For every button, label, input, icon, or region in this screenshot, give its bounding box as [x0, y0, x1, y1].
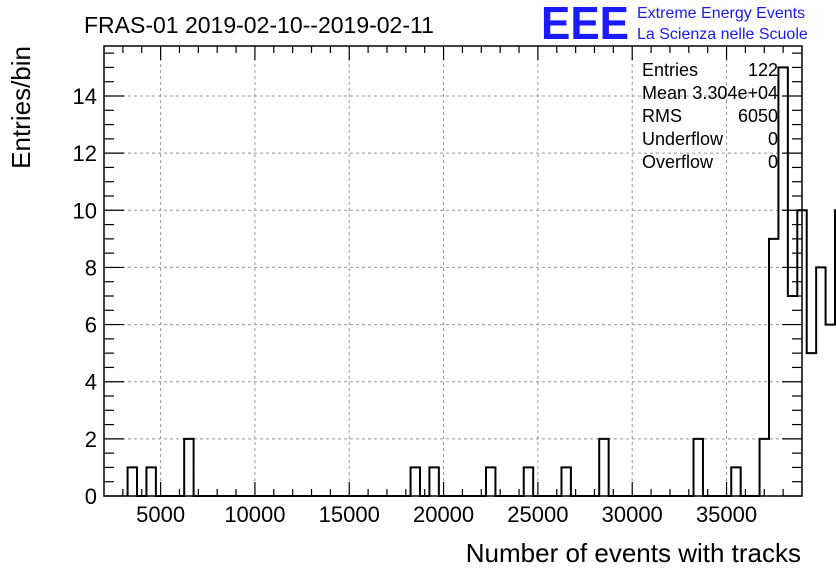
stat-rms-value: 6050: [738, 106, 778, 126]
stat-underflow-value: 0: [768, 129, 778, 149]
y-tick-label: 10: [73, 198, 97, 223]
stat-overflow-value: 0: [768, 152, 778, 172]
y-tick-label: 4: [85, 370, 97, 395]
stats-box: Entries 122 Mean 3.304e+04 RMS 6050 Unde…: [642, 60, 778, 172]
stat-mean-value: 3.304e+04: [692, 83, 778, 103]
stat-entries-value: 122: [748, 60, 778, 80]
grid: [104, 46, 802, 496]
x-tick-label: 30000: [602, 502, 663, 527]
y-tick-label: 6: [85, 313, 97, 338]
x-tick-label: 10000: [224, 502, 285, 527]
stat-underflow-label: Underflow: [642, 129, 724, 149]
y-tick-label: 14: [73, 84, 97, 109]
x-tick-labels: 5000 10000 15000 20000 25000 30000 35000: [136, 502, 757, 527]
axis-ticks: [104, 46, 802, 497]
plot-frame: [103, 45, 803, 497]
y-tick-label: 8: [85, 255, 97, 280]
chart-title: FRAS-01 2019-02-10--2019-02-11: [84, 12, 434, 38]
y-tick-label: 2: [85, 427, 97, 452]
x-tick-label: 20000: [413, 502, 474, 527]
stat-mean-label: Mean: [642, 83, 687, 103]
y-tick-label: 0: [85, 484, 97, 509]
logo-line-2: La Scienza nelle Scuole: [637, 26, 808, 43]
y-tick-labels: 0 2 4 6 8 10 12 14: [73, 84, 97, 509]
histogram-line: [126, 66, 836, 497]
y-axis-title: Entries/bin: [6, 46, 36, 169]
stat-rms-label: RMS: [642, 106, 682, 126]
x-tick-label: 25000: [507, 502, 568, 527]
x-axis-title: Number of events with tracks: [466, 538, 801, 568]
stat-entries-label: Entries: [642, 60, 698, 80]
stat-overflow-label: Overflow: [642, 152, 714, 172]
logo-mark: EEE: [541, 0, 629, 49]
logo-line-1: Extreme Energy Events: [637, 5, 805, 22]
y-tick-label: 12: [73, 141, 97, 166]
x-tick-label: 35000: [696, 502, 757, 527]
eee-logo: EEE Extreme Energy Events La Scienza nel…: [541, 0, 808, 49]
x-tick-label: 15000: [319, 502, 380, 527]
x-tick-label: 5000: [136, 502, 185, 527]
